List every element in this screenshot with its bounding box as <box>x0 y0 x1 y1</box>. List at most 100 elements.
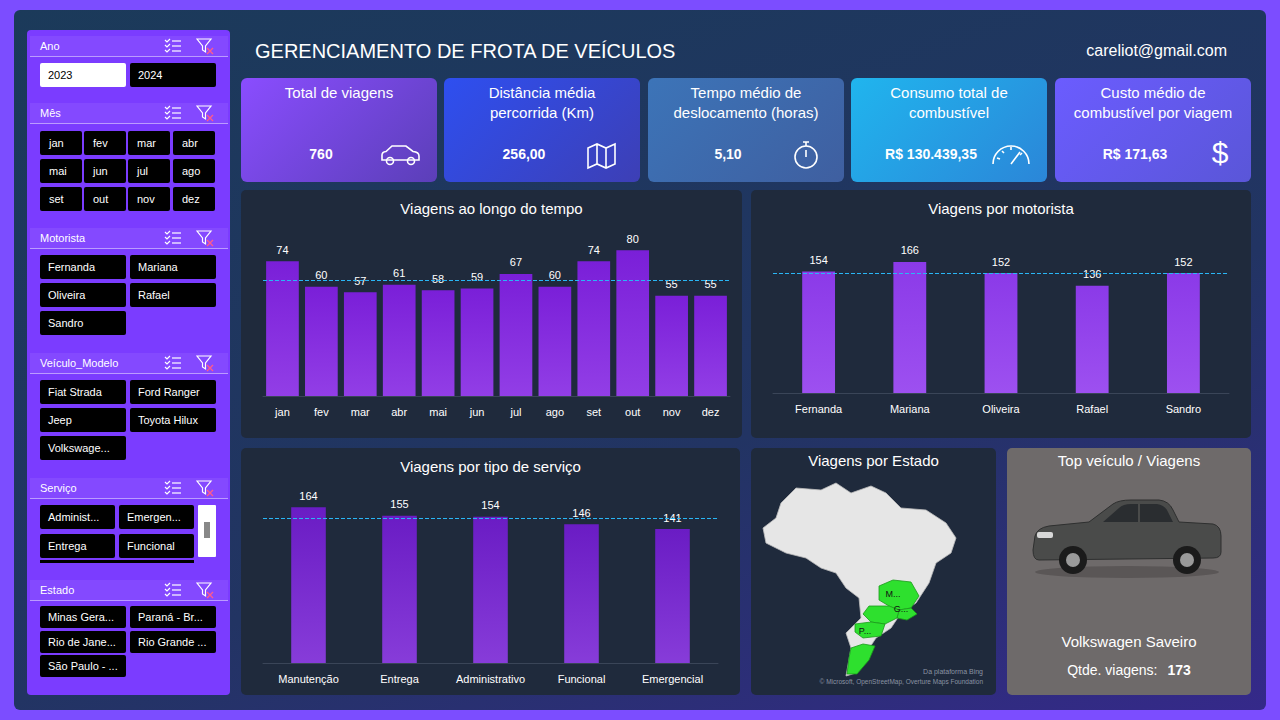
svg-text:60: 60 <box>315 269 327 281</box>
html-text:760: 760 <box>309 146 333 162</box>
html-text:R$ 171,63: R$ 171,63 <box>1102 146 1168 162</box>
html-text:mai: mai <box>49 165 67 177</box>
svg-text:74: 74 <box>276 244 288 256</box>
svg-text:Mariana: Mariana <box>890 403 931 415</box>
html-text:out: out <box>93 193 109 205</box>
html-text:Consumo total de combustível: Consumo total de combustível <box>890 84 1008 121</box>
svg-text:61: 61 <box>393 267 405 279</box>
svg-text:M...: M... <box>886 589 901 599</box>
html-text:Rio Grande ...: Rio Grande ... <box>138 635 207 648</box>
html-text:ago: ago <box>182 165 201 177</box>
svg-text:Fernanda: Fernanda <box>795 403 843 415</box>
html-text:Sandro: Sandro <box>48 317 84 329</box>
svg-text:55: 55 <box>704 278 717 291</box>
svg-text:jun: jun <box>469 406 485 418</box>
svg-text:nov: nov <box>663 406 681 418</box>
svg-text:ago: ago <box>546 406 564 418</box>
svg-text:164: 164 <box>299 490 317 502</box>
svg-text:Sandro: Sandro <box>1166 403 1201 415</box>
html-text:Rafael: Rafael <box>138 289 170 301</box>
svg-text:fev: fev <box>314 406 329 418</box>
svg-text:mai: mai <box>429 406 447 418</box>
svg-text:74: 74 <box>588 244 600 256</box>
html-text:Rio de Jane...: Rio de Jane... <box>48 635 116 648</box>
html-text:Volkswage...: Volkswage... <box>48 442 110 454</box>
html-text:Top veículo / Viagens: Top veículo / Viagens <box>1057 452 1201 469</box>
html-text:Fernanda: Fernanda <box>48 261 96 273</box>
svg-text:154: 154 <box>481 499 499 511</box>
html-text:2024: 2024 <box>138 69 163 81</box>
html-text:Tempo médio de deslocamento (h: Tempo médio de deslocamento (horas) <box>673 84 819 121</box>
html-text:Total de viagens: Total de viagens <box>284 84 394 101</box>
svg-text:P...: P... <box>859 626 871 636</box>
html-text:Volkswagen Saveiro: Volkswagen Saveiro <box>1061 633 1197 650</box>
svg-text:Emergencial: Emergencial <box>642 673 703 685</box>
svg-text:Entrega: Entrega <box>380 673 419 685</box>
html-text:Ford Ranger: Ford Ranger <box>138 386 200 398</box>
html-text:Motorista: Motorista <box>40 232 86 244</box>
svg-text:166: 166 <box>901 244 919 256</box>
svg-text:dez: dez <box>702 406 720 418</box>
html-text:Jeep: Jeep <box>48 414 72 426</box>
svg-text:Rafael: Rafael <box>1076 403 1108 415</box>
html-text:Qtde. viagens:: Qtde. viagens: <box>1067 662 1158 678</box>
svg-text:© Microsoft, OpenStreetMap, Ov: © Microsoft, OpenStreetMap, Overture Map… <box>820 678 984 686</box>
html-text:GERENCIAMENTO DE FROTA DE VEÍC: GERENCIAMENTO DE FROTA DE VEÍCULOS <box>255 40 676 62</box>
html-text:Oliveira: Oliveira <box>48 289 86 301</box>
svg-text:Oliveira: Oliveira <box>982 403 1020 415</box>
html-text:Toyota Hilux: Toyota Hilux <box>138 414 198 426</box>
html-text:Distância média percorrida (Km: Distância média percorrida (Km) <box>488 84 596 121</box>
html-text:256,00: 256,00 <box>502 146 546 162</box>
svg-text:Funcional: Funcional <box>558 673 606 685</box>
html-text:jan: jan <box>49 137 64 149</box>
svg-text:Viagens por tipo de serviço: Viagens por tipo de serviço <box>400 458 581 475</box>
html-text:Administ...: Administ... <box>48 511 100 523</box>
svg-text:80: 80 <box>627 233 639 245</box>
svg-text:abr: abr <box>391 406 407 418</box>
svg-text:G...: G... <box>894 604 909 614</box>
html-text:Serviço: Serviço <box>40 482 77 494</box>
html-text:jun: jun <box>93 165 108 177</box>
svg-text:60: 60 <box>549 269 561 281</box>
html-text:173: 173 <box>1167 662 1191 678</box>
svg-text:152: 152 <box>1174 256 1192 268</box>
svg-text:59: 59 <box>471 271 483 283</box>
html-text:Viagens por Estado: Viagens por Estado <box>808 452 939 469</box>
svg-text:154: 154 <box>809 254 827 266</box>
html-text:fev: fev <box>93 137 108 149</box>
html-text:R$ 130.439,35: R$ 130.439,35 <box>885 146 977 162</box>
svg-text:Da plataforma Bing: Da plataforma Bing <box>923 668 983 676</box>
html-text:Fiat Strada: Fiat Strada <box>48 386 102 398</box>
html-text:2023: 2023 <box>48 69 73 81</box>
svg-text:jul: jul <box>509 406 521 418</box>
svg-text:136: 136 <box>1083 268 1101 280</box>
html-text:set: set <box>49 193 64 205</box>
html-text:Mês: Mês <box>40 107 61 119</box>
svg-text:Administrativo: Administrativo <box>456 673 525 685</box>
html-text:Veículo_Modelo: Veículo_Modelo <box>40 357 119 369</box>
html-text:dez: dez <box>182 193 200 205</box>
svg-text:58: 58 <box>432 273 444 285</box>
html-text:careliot@gmail.com: careliot@gmail.com <box>1086 42 1227 59</box>
html-text:nov: nov <box>137 193 155 205</box>
svg-text:55: 55 <box>665 278 678 291</box>
html-text:abr: abr <box>182 137 198 149</box>
svg-text:141: 141 <box>663 512 681 524</box>
svg-text:67: 67 <box>510 256 522 268</box>
svg-text:155: 155 <box>390 498 408 510</box>
svg-text:mar: mar <box>351 406 370 418</box>
svg-text:jan: jan <box>274 406 290 418</box>
svg-text:146: 146 <box>572 507 590 519</box>
html-text:5,10: 5,10 <box>714 146 742 162</box>
html-text:Custo médio de combustível por: Custo médio de combustível por viagem <box>1073 84 1233 121</box>
svg-text:Manutenção: Manutenção <box>278 673 339 685</box>
html-text:Mariana: Mariana <box>138 261 178 273</box>
html-text:mar: mar <box>137 137 156 149</box>
svg-text:Viagens por motorista: Viagens por motorista <box>928 200 1074 217</box>
svg-text:Viagens ao longo do tempo: Viagens ao longo do tempo <box>400 200 582 217</box>
svg-text:152: 152 <box>992 256 1010 268</box>
svg-text:set: set <box>586 406 601 418</box>
html-text:Ano: Ano <box>40 40 60 52</box>
svg-text:out: out <box>625 406 640 418</box>
svg-text:57: 57 <box>354 274 367 287</box>
